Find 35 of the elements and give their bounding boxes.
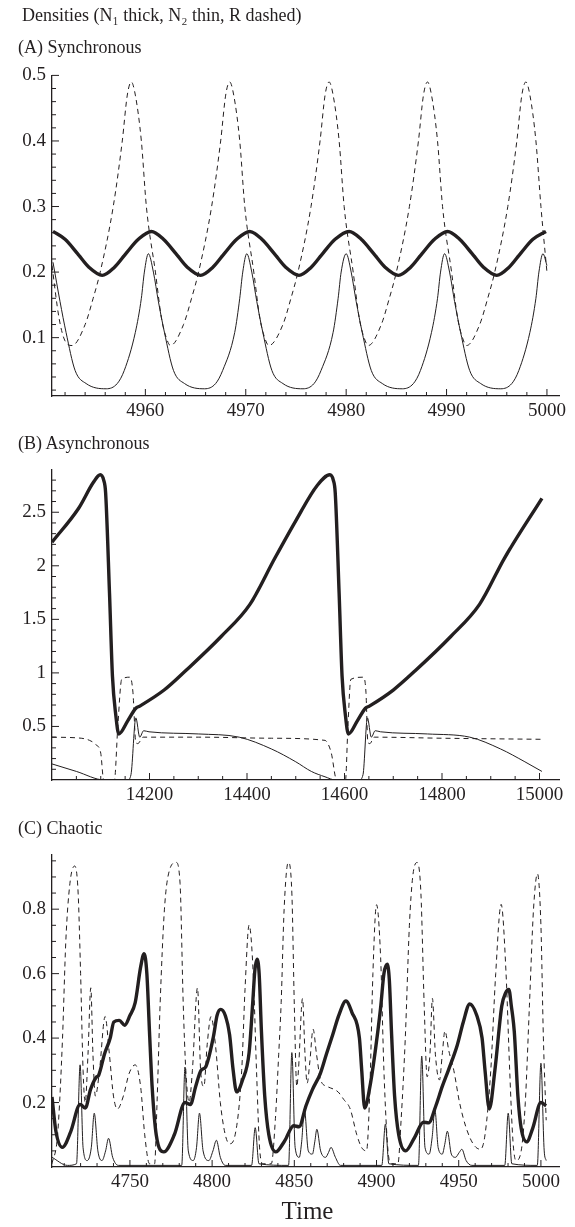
y-tick-label: 0.2 bbox=[22, 260, 46, 282]
y-tick-label: 2 bbox=[36, 553, 46, 575]
chart-title: (B) Asynchronous bbox=[18, 432, 150, 454]
y-tick-label: 0.5 bbox=[22, 714, 46, 736]
x-tick-label: 14600 bbox=[320, 783, 369, 805]
chart-title: (C) Chaotic bbox=[18, 817, 103, 839]
x-tick-label: 14400 bbox=[223, 783, 271, 805]
x-tick-label: 15000 bbox=[515, 783, 564, 805]
x-tick-label: 4750 bbox=[110, 1170, 149, 1192]
x-tick-label: 4850 bbox=[275, 1170, 314, 1192]
y-tick-label: 0.3 bbox=[22, 194, 46, 216]
x-tick-label: 4980 bbox=[327, 399, 366, 421]
x-tick-label: 4960 bbox=[126, 399, 165, 421]
y-axis-title: Densities (N₁ thick, N₂ thin, R dashed) bbox=[22, 4, 302, 26]
x-tick-label: 5000 bbox=[527, 399, 566, 421]
x-axis-title: Time bbox=[280, 1197, 335, 1225]
y-tick-label: 1.5 bbox=[22, 607, 46, 629]
x-tick-label: 4990 bbox=[427, 399, 466, 421]
x-tick-label: 4950 bbox=[439, 1170, 478, 1192]
y-tick-label: 1 bbox=[36, 660, 46, 682]
y-tick-label: 0.4 bbox=[22, 1026, 47, 1048]
x-tick-label: 5000 bbox=[521, 1170, 560, 1192]
x-tick-label: 14800 bbox=[418, 783, 466, 805]
y-tick-label: 2.5 bbox=[22, 500, 46, 522]
y-tick-label: 0.4 bbox=[22, 128, 47, 150]
chart-title: (A) Synchronous bbox=[18, 36, 142, 58]
x-tick-label: 4970 bbox=[226, 399, 265, 421]
y-tick-label: 0.5 bbox=[22, 63, 46, 85]
y-tick-label: 0.1 bbox=[22, 325, 46, 347]
x-tick-label: 4900 bbox=[357, 1170, 396, 1192]
y-tick-label: 0.2 bbox=[22, 1090, 46, 1112]
y-tick-label: 0.8 bbox=[22, 897, 46, 919]
y-tick-label: 0.6 bbox=[22, 961, 46, 983]
x-tick-label: 14200 bbox=[125, 783, 174, 805]
x-tick-label: 4800 bbox=[193, 1170, 232, 1192]
